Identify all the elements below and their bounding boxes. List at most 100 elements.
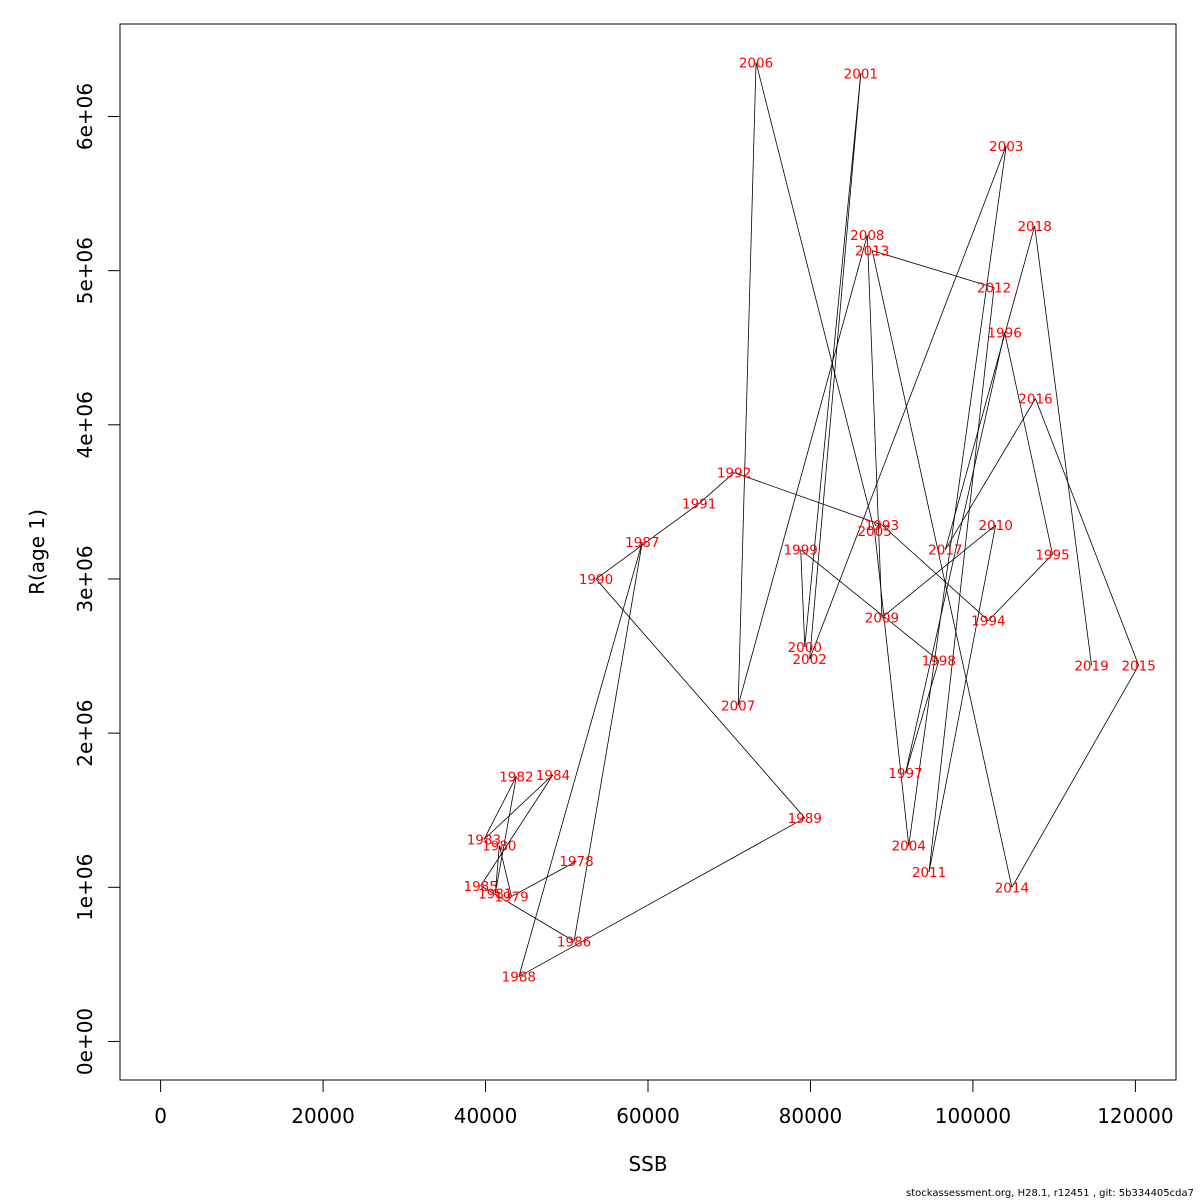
x-tick-label: 120000 [1097, 1104, 1173, 1128]
segment-2011-2012 [928, 287, 995, 872]
x-tick-label: 100000 [935, 1104, 1011, 1128]
point-label-1993: 1993 [865, 518, 899, 534]
point-label-2014: 2014 [995, 880, 1029, 896]
segment-2004-2005 [874, 531, 910, 846]
point-label-1982: 1982 [499, 769, 533, 785]
segment-1994-1995 [988, 554, 1053, 621]
point-label-1984: 1984 [536, 768, 570, 784]
point-label-1994: 1994 [971, 614, 1005, 630]
point-label-1997: 1997 [888, 766, 922, 782]
y-axis: 0e+00 1e+06 2e+06 3e+06 4e+06 5e+06 6e+06 [73, 83, 121, 1075]
segment-2005-2006 [755, 62, 876, 532]
segment-2018-2019 [1034, 225, 1092, 666]
segment-2013-2014 [871, 250, 1013, 888]
segment-1986-1987 [573, 541, 643, 942]
segment-1983-1984 [483, 774, 554, 840]
y-tick-label: 4e+06 [73, 391, 97, 458]
point-label-2012: 2012 [977, 281, 1011, 297]
point-label-1998: 1998 [922, 654, 956, 670]
segment-2012-2013 [872, 250, 995, 288]
segment-2015-2016 [1035, 398, 1140, 666]
point-label-2010: 2010 [978, 518, 1012, 534]
point-label-1986: 1986 [557, 934, 591, 950]
x-axis: 0 20000 40000 60000 80000 100000 120000 [154, 1079, 1174, 1128]
point-label-1989: 1989 [788, 811, 822, 827]
segment-1991-1992 [698, 472, 735, 504]
point-label-2013: 2013 [855, 244, 889, 260]
trajectory-lines [480, 62, 1140, 978]
segment-2002-2003 [809, 145, 1007, 660]
point-label-1983: 1983 [467, 833, 501, 849]
segment-1982-1983 [483, 776, 517, 840]
segment-1985-1986 [480, 885, 575, 942]
segment-1988-1989 [518, 817, 805, 978]
y-tick-label: 6e+06 [73, 83, 97, 150]
segment-2009-2010 [881, 524, 996, 618]
segment-1990-1991 [595, 503, 700, 580]
point-label-1995: 1995 [1035, 547, 1069, 563]
point-label-1985: 1985 [463, 879, 497, 895]
x-tick-label: 0 [154, 1104, 167, 1128]
point-label-2003: 2003 [989, 139, 1023, 155]
segment-1996-1997 [905, 332, 1005, 774]
segment-2014-2015 [1011, 665, 1139, 888]
y-tick-label: 3e+06 [73, 545, 97, 612]
point-label-1999: 1999 [784, 543, 818, 559]
segment-1993-1994 [881, 524, 989, 621]
segment-2017-2018 [944, 225, 1036, 550]
point-label-2016: 2016 [1018, 392, 1052, 408]
segment-1980-1981 [494, 845, 500, 894]
y-tick-label: 5e+06 [73, 237, 97, 304]
point-label-2004: 2004 [892, 839, 926, 855]
segment-1989-1990 [595, 578, 806, 819]
point-label-1979: 1979 [494, 890, 528, 906]
segment-2016-2017 [944, 398, 1036, 550]
segment-2007-2008 [737, 235, 868, 706]
point-label-2015: 2015 [1121, 658, 1155, 674]
point-label-2006: 2006 [739, 56, 773, 72]
segment-1984-1985 [480, 774, 554, 886]
point-label-2000: 2000 [788, 640, 822, 656]
point-label-1991: 1991 [682, 496, 716, 512]
point-label-1980: 1980 [482, 839, 516, 855]
segment-2006-2007 [737, 62, 757, 706]
x-axis-label: SSB [628, 1152, 667, 1176]
y-tick-label: 0e+00 [73, 1008, 97, 1075]
plot-frame [119, 23, 1177, 1081]
x-tick-label: 20000 [291, 1104, 355, 1128]
point-label-1996: 1996 [987, 325, 1021, 341]
point-label-1978: 1978 [559, 854, 593, 870]
segment-1998-1999 [800, 549, 940, 661]
point-label-1988: 1988 [502, 970, 536, 986]
point-label-2009: 2009 [865, 611, 899, 627]
point-label-2019: 2019 [1074, 658, 1108, 674]
x-tick-label: 80000 [779, 1104, 843, 1128]
point-label-1992: 1992 [717, 466, 751, 482]
segment-2010-2011 [928, 524, 997, 872]
y-tick-label: 2e+06 [73, 700, 97, 767]
point-label-2011: 2011 [912, 865, 946, 881]
x-tick-label: 60000 [616, 1104, 680, 1128]
x-tick-label: 40000 [454, 1104, 518, 1128]
segment-2001-2002 [809, 73, 862, 660]
segment-1978-1979 [511, 860, 577, 897]
point-label-2005: 2005 [857, 524, 891, 540]
point-label-2001: 2001 [844, 66, 878, 82]
segment-1981-1982 [494, 776, 517, 894]
footer-note: stockassessment.org, H28.1, r12451 , git… [906, 1188, 1194, 1199]
y-axis-label: R(age 1) [25, 509, 49, 595]
point-label-1987: 1987 [625, 535, 659, 551]
y-tick-label: 1e+06 [73, 854, 97, 921]
segment-1999-2000 [800, 549, 806, 647]
point-label-2002: 2002 [792, 652, 826, 668]
point-label-1981: 1981 [478, 886, 512, 902]
point-label-1990: 1990 [579, 572, 613, 588]
segment-2003-2004 [908, 145, 1007, 846]
year-labels: 1978 1979 1980 1981 1982 1983 1984 1985 1986 1987… [463, 56, 1155, 986]
segment-1987-1988 [518, 541, 643, 977]
segment-1995-1996 [1004, 332, 1053, 555]
segment-1992-1993 [733, 472, 883, 526]
segment-1997-1998 [905, 660, 940, 774]
point-label-2017: 2017 [928, 543, 962, 559]
